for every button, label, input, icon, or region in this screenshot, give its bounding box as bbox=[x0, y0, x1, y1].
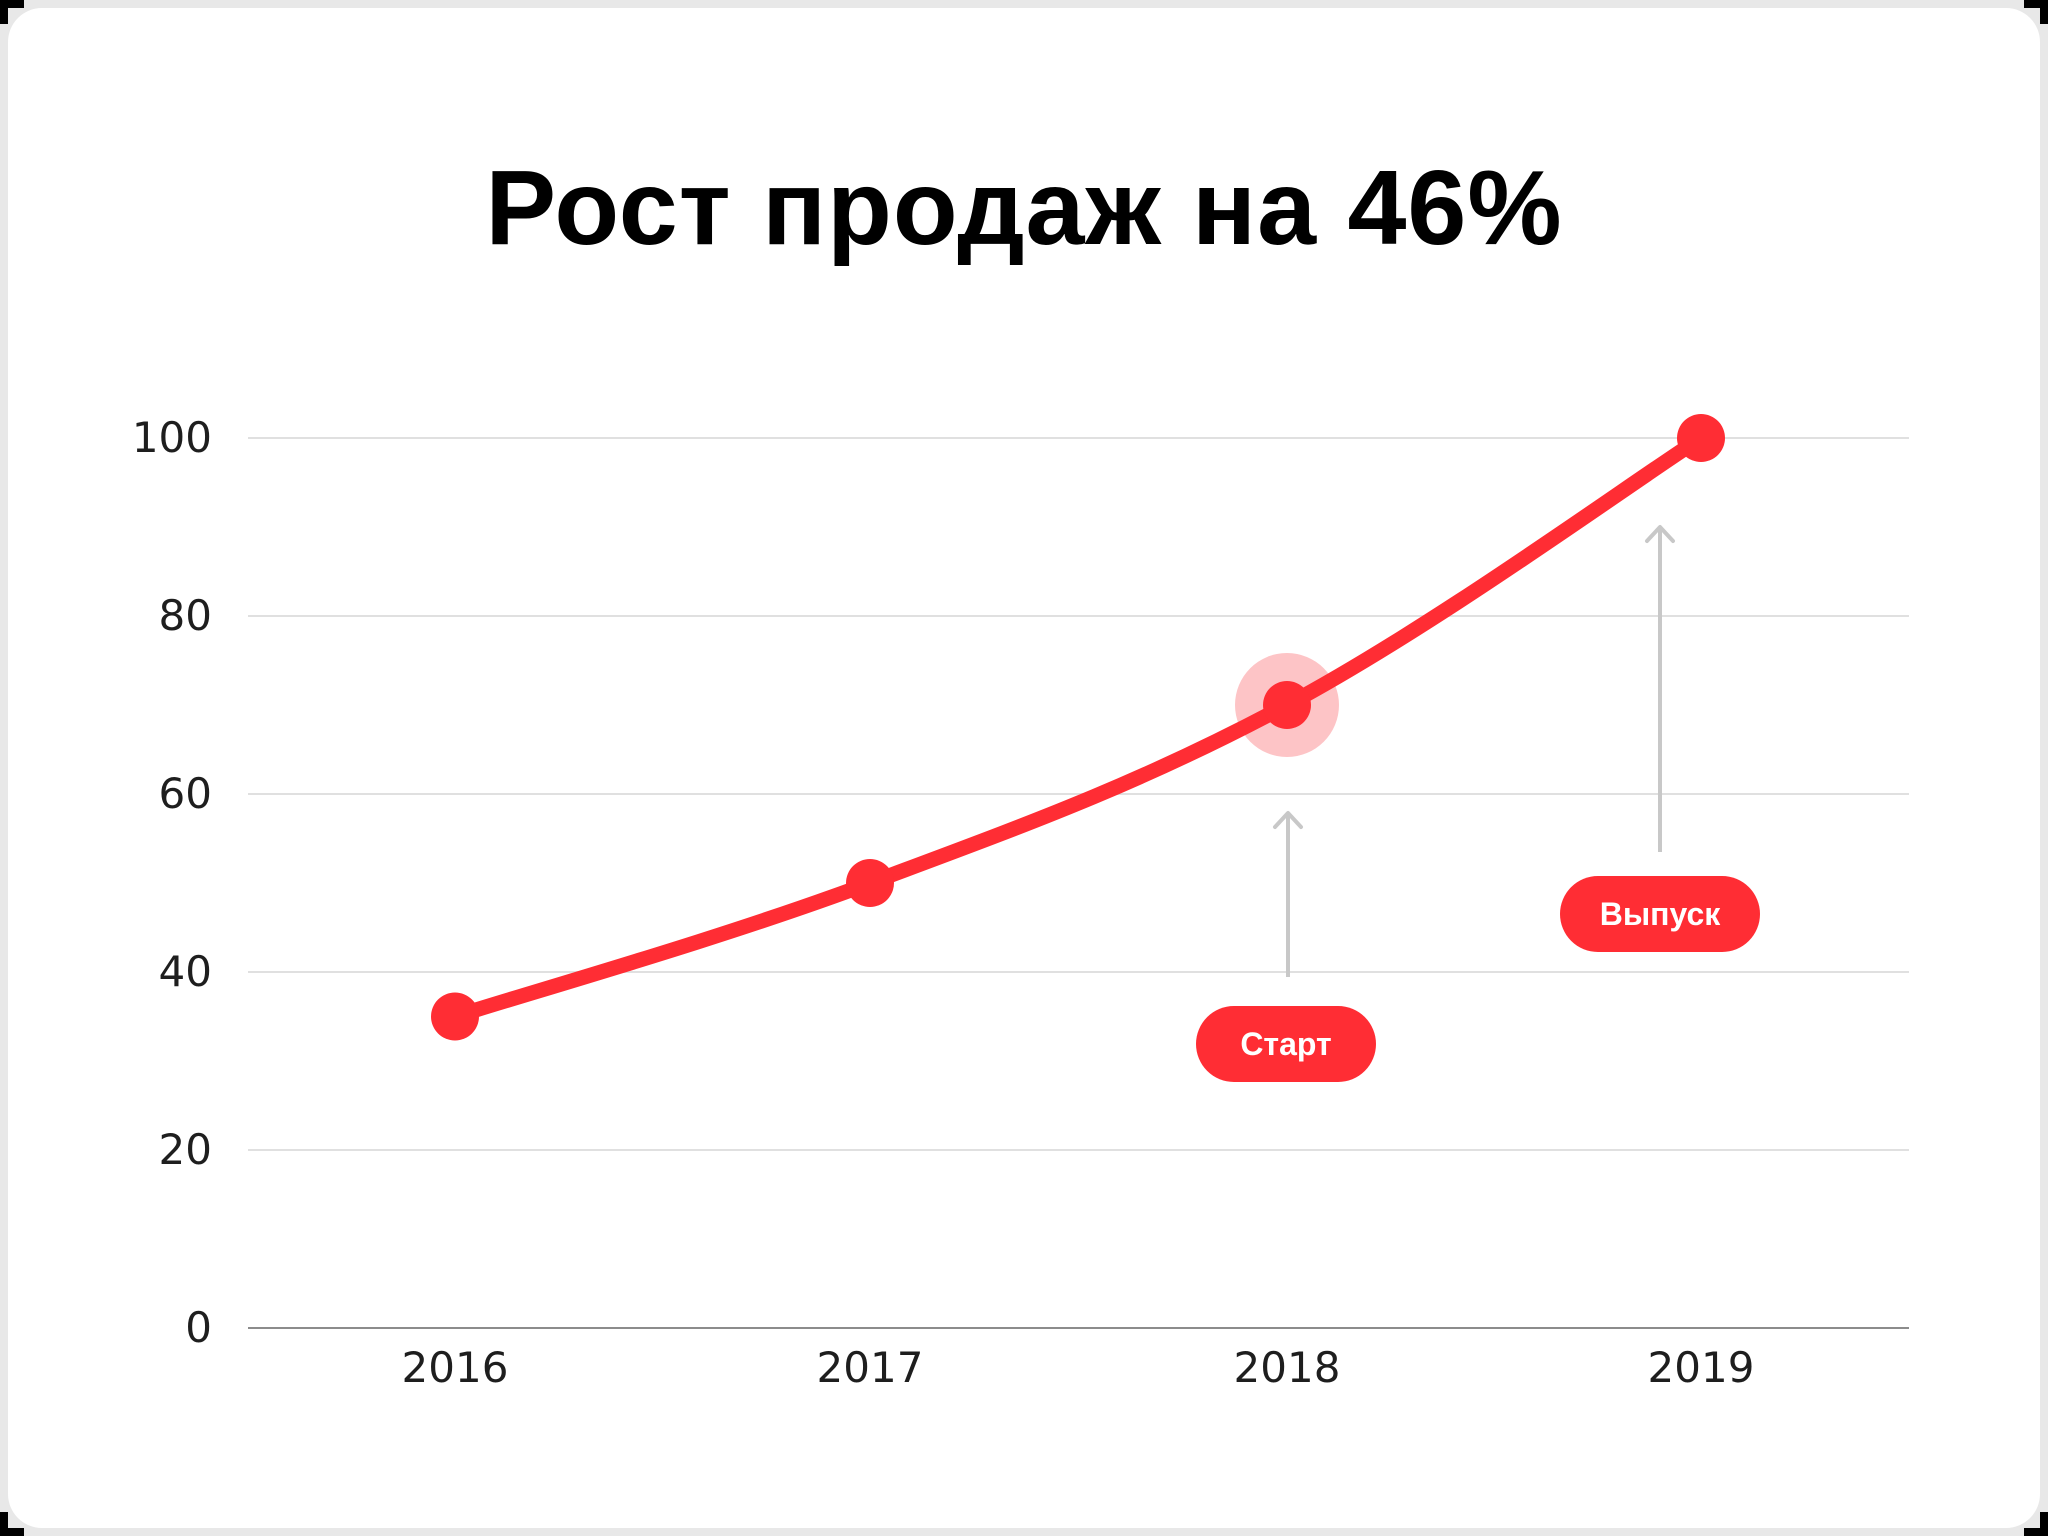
x-tick-label: 2017 bbox=[816, 1343, 924, 1392]
annotation-release-badge: Выпуск bbox=[1560, 876, 1760, 952]
corner-mark-bottom-right bbox=[2024, 1512, 2048, 1536]
data-point-marker bbox=[431, 992, 479, 1041]
corner-mark-top-right bbox=[2024, 0, 2048, 24]
y-tick-label: 40 bbox=[158, 947, 212, 996]
data-point-marker bbox=[1263, 681, 1311, 729]
corner-mark-bottom-left bbox=[0, 1512, 24, 1536]
annotation-start-badge: Старт bbox=[1196, 1006, 1376, 1082]
x-tick-label: 2018 bbox=[1233, 1343, 1341, 1392]
sales-line bbox=[447, 430, 1709, 1024]
gridlines bbox=[248, 437, 1909, 1329]
data-point-marker bbox=[1677, 414, 1725, 462]
y-tick-label: 0 bbox=[185, 1303, 212, 1352]
arrow-release bbox=[1645, 525, 1675, 852]
chart-card bbox=[8, 8, 2040, 1528]
x-tick-label: 2016 bbox=[401, 1343, 509, 1392]
y-tick-label: 20 bbox=[158, 1125, 212, 1174]
arrow-start bbox=[1273, 811, 1303, 977]
x-tick-label: 2019 bbox=[1647, 1343, 1755, 1392]
chart-title: Рост продаж на 46% bbox=[485, 149, 1563, 267]
y-tick-label: 80 bbox=[158, 591, 212, 640]
data-point-marker bbox=[846, 859, 894, 907]
y-tick-label: 60 bbox=[158, 769, 212, 818]
corner-mark-top-left bbox=[0, 0, 24, 24]
y-tick-label: 100 bbox=[131, 413, 212, 462]
data-points bbox=[431, 414, 1725, 1041]
